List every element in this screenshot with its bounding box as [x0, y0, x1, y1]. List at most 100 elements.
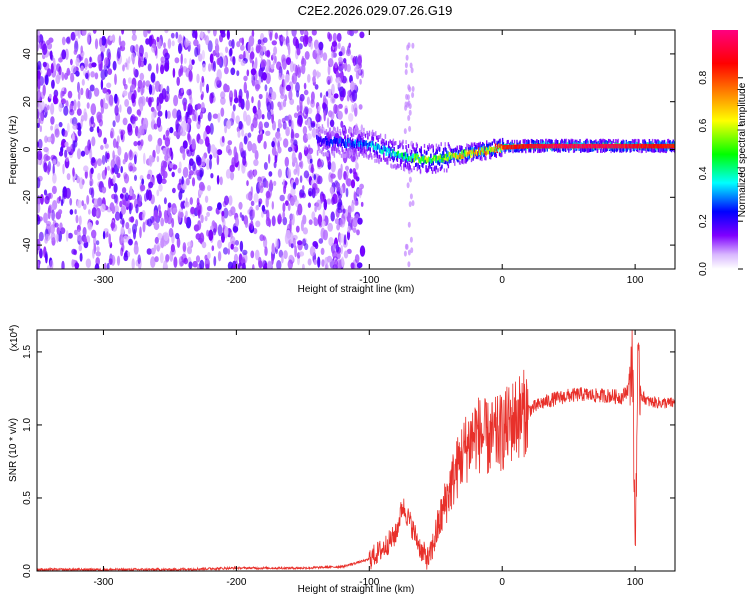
noise-speckle — [77, 100, 81, 109]
noise-speckle — [79, 252, 83, 262]
ridge-cell — [340, 153, 343, 158]
noise-speckle — [145, 38, 150, 45]
noise-speckle — [131, 163, 136, 174]
noise-speckle — [258, 201, 261, 208]
ridge-cell — [592, 147, 594, 152]
ridge-cell — [396, 158, 399, 162]
ridge-cell — [478, 153, 480, 158]
noise-speckle — [211, 245, 215, 252]
noise-speckle — [69, 198, 73, 206]
ridge-cell — [392, 138, 395, 143]
noise-speckle — [133, 229, 136, 240]
noise-speckle — [207, 185, 211, 192]
noise-speckle — [97, 172, 101, 181]
ridge-cell — [511, 139, 513, 144]
noise-speckle — [221, 210, 225, 217]
noise-speckle — [408, 201, 412, 208]
ridge-cell — [654, 139, 656, 144]
ridge-cell — [477, 155, 479, 160]
noise-speckle — [69, 209, 74, 215]
noise-speckle — [289, 61, 294, 73]
noise-speckle — [180, 200, 184, 211]
ridge-cell — [516, 148, 518, 153]
noise-speckle — [47, 164, 50, 175]
noise-speckle — [93, 236, 97, 247]
noise-speckle — [307, 107, 313, 115]
ridge-cell — [404, 163, 406, 168]
noise-speckle — [201, 91, 205, 99]
ridge-cell — [576, 143, 578, 149]
ridge-cell — [349, 141, 351, 146]
noise-speckle — [183, 101, 187, 112]
noise-speckle — [172, 108, 178, 119]
noise-speckle — [355, 63, 359, 70]
noise-speckle — [81, 30, 87, 36]
ridge-cell — [599, 141, 601, 146]
noise-speckle — [111, 34, 116, 44]
noise-speckle — [37, 177, 41, 189]
ridge-cell — [453, 153, 455, 158]
ridge-cell — [375, 135, 378, 140]
ridge-cell — [519, 140, 521, 145]
ridge-cell — [391, 164, 393, 169]
noise-speckle — [61, 49, 67, 60]
ridge-cell — [375, 150, 378, 155]
noise-speckle — [198, 181, 205, 191]
noise-speckle — [165, 255, 170, 263]
noise-speckle — [361, 248, 364, 256]
noise-speckle — [277, 118, 282, 126]
x-tick-label: -100 — [359, 577, 379, 588]
ridge-cell — [544, 147, 546, 152]
noise-speckle — [78, 215, 82, 226]
noise-speckle — [103, 137, 107, 145]
noise-speckle — [135, 203, 139, 214]
ridge-cell — [522, 139, 525, 144]
ridge-cell — [420, 152, 422, 157]
ridge-cell — [377, 135, 379, 140]
noise-speckle — [196, 103, 201, 110]
ridge-cell — [442, 151, 444, 156]
noise-speckle — [296, 90, 300, 98]
noise-speckle — [221, 135, 225, 143]
noise-speckle — [49, 224, 56, 234]
noise-speckle — [408, 125, 412, 132]
noise-speckle — [310, 98, 315, 108]
noise-speckle — [81, 79, 85, 86]
ridge-cell — [320, 129, 323, 134]
noise-speckle — [200, 102, 205, 113]
ridge-cell — [621, 147, 623, 152]
ridge-cell — [498, 141, 500, 146]
ridge-cell — [353, 143, 356, 148]
noise-speckle — [46, 265, 51, 269]
noise-speckle — [294, 177, 299, 186]
noise-speckle — [73, 99, 77, 111]
ridge-cell — [599, 139, 601, 144]
noise-speckle — [66, 67, 71, 76]
ridge-cell — [431, 143, 434, 148]
ridge-cell — [333, 126, 336, 131]
ridge-cell — [319, 126, 321, 131]
ridge-cell — [488, 146, 490, 151]
ridge-cell — [620, 148, 623, 153]
ridge-cell — [430, 153, 432, 158]
noise-speckle — [306, 96, 310, 106]
noise-speckle — [353, 190, 357, 203]
ridge-cell — [317, 130, 320, 135]
ridge-cell — [551, 139, 553, 144]
noise-speckle — [321, 220, 326, 227]
noise-speckle — [347, 225, 351, 233]
noise-speckle — [89, 126, 94, 133]
noise-speckle — [407, 42, 411, 49]
noise-speckle — [258, 256, 262, 268]
ridge-cell — [343, 154, 345, 159]
noise-speckle — [411, 200, 415, 207]
noise-speckle — [258, 121, 263, 132]
ridge-cell — [476, 143, 478, 147]
ridge-cell — [415, 163, 417, 167]
ridge-cell — [656, 139, 659, 144]
ridge-cell — [319, 137, 321, 142]
noise-speckle — [189, 96, 193, 106]
ridge-cell — [563, 140, 565, 145]
ridge-cell — [545, 138, 548, 143]
ridge-cell — [385, 140, 387, 145]
